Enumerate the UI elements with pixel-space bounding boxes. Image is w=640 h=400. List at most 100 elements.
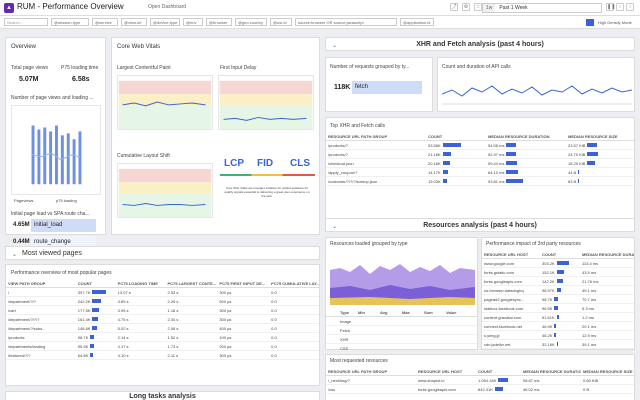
- bar: [442, 170, 448, 175]
- legend-row[interactable]: Image: [326, 317, 477, 326]
- high-density-toggle[interactable]: High Density Mode: [586, 19, 632, 26]
- table-row[interactable]: fonts.googleapis.com 142.2K 21.76 ms: [482, 277, 634, 286]
- col-duration[interactable]: MEDIAN RESOURCE DURATION: [523, 368, 581, 374]
- resources-area-chart[interactable]: [330, 250, 475, 305]
- most-viewed-section-header[interactable]: ⌄ Most viewed pages: [5, 246, 320, 260]
- collapse-icon[interactable]: ⌄: [332, 224, 338, 230]
- title-chevron-icon[interactable]: ⌄: [108, 4, 114, 10]
- star-icon[interactable]: ☆: [474, 3, 482, 11]
- cell-text: 64.8K: [77, 352, 89, 358]
- table-row[interactable]: /css fonts.googleapis.com 842.31K 46.02 ms 0…: [326, 385, 634, 394]
- cell: 3.95 s: [117, 307, 129, 313]
- cell: /featured/?/?: [8, 352, 31, 358]
- filter-env[interactable]: @env: [183, 18, 203, 26]
- cell: 1.52 s: [167, 334, 179, 340]
- open-dashboard-link[interactable]: Open Dashboard: [148, 4, 187, 10]
- col-count[interactable]: COUNT: [77, 280, 93, 286]
- table-row[interactable]: /customer/?/?/?/sumup.json 13.03K 93.81 ms…: [326, 177, 634, 186]
- route-change-tag[interactable]: route_change: [31, 236, 96, 249]
- table-row[interactable]: content.gravatar.com 51.61K 1.2 ms: [482, 313, 634, 322]
- col-path[interactable]: RESOURCE URL PATH GROUP: [328, 368, 388, 374]
- views-chart[interactable]: [11, 105, 101, 195]
- share-icon[interactable]: ⤴: [450, 3, 458, 11]
- col-cls[interactable]: PC75 CUMULATIVE LAY...: [271, 280, 319, 286]
- table-row[interactable]: /department/?/? 242.2K 3.65 s 2.26 s 500 µs 0…: [6, 297, 319, 306]
- legend-row[interactable]: Fetch: [326, 326, 477, 335]
- resources-by-type-panel: Resources loaded grouped by type Type Mi…: [325, 237, 478, 353]
- filter-service[interactable]: @service: [92, 18, 118, 26]
- filter-application-id[interactable]: @application.id: [400, 18, 434, 26]
- collapse-icon[interactable]: ⌄: [332, 43, 338, 49]
- table-row[interactable]: www.google.com 303.2K 113.4 ms: [482, 259, 634, 268]
- legend-row[interactable]: XHR: [326, 335, 477, 344]
- col-duration[interactable]: MEDIAN RESOURCE DURATION: [582, 251, 634, 257]
- col-size[interactable]: MEDIAN RESOURCE SIZE: [583, 368, 633, 374]
- table-row[interactable]: /_next/img/? www.shopist.io 1.054.18K 98.67…: [326, 376, 634, 385]
- settings-icon[interactable]: ⚙: [462, 3, 470, 11]
- table-row[interactable]: /featured/?/? 64.8K 4.10 s 2.11 s 300 µs 0.0: [6, 351, 319, 360]
- col-count[interactable]: COUNT: [428, 133, 443, 139]
- col-fid[interactable]: PC75 FIRST INPUT DE...: [219, 280, 266, 286]
- table-row[interactable]: s.yimg.jp 46.2K 12.9 ms: [482, 331, 634, 340]
- col-count[interactable]: COUNT: [478, 368, 493, 374]
- lcp-chart[interactable]: [117, 75, 213, 130]
- initial-load-tag[interactable]: initial_load: [31, 219, 96, 232]
- table-row[interactable]: cdn.jsdelivr.net 32.16K 39.1 ms: [482, 340, 634, 349]
- table-row[interactable]: /departments/landing 95.9K 4.17 s 1.73 s 200…: [6, 342, 319, 351]
- col-size[interactable]: MEDIAN RESOURCE SIZE: [568, 133, 618, 139]
- long-tasks-section-header[interactable]: Long tasks analysis: [5, 391, 320, 400]
- table-row[interactable]: /products/? 21.16K 52.97 ms 24.70 KiB: [326, 150, 634, 159]
- col-lcp[interactable]: PC75 LARGEST CONTE...: [167, 280, 217, 286]
- col-duration[interactable]: MEDIAN RESOURCE DURATION: [488, 133, 550, 139]
- xhr-section-header[interactable]: ⌄ XHR and Fetch analysis (past 4 hours): [325, 37, 635, 51]
- fetch-tag[interactable]: fetch: [352, 81, 422, 94]
- search-input[interactable]: Search...: [4, 18, 48, 26]
- col-loading[interactable]: PC75 LOADING TIME: [117, 280, 158, 286]
- table-row[interactable]: /apply_coupon/? 14.17K 64.10 ms 44 B: [326, 168, 634, 177]
- table-row[interactable]: / 397.7K 13.07 s 2.53 s 300 µs 0.0: [6, 288, 319, 297]
- cell: 46.2K: [540, 333, 580, 338]
- pause-icon[interactable]: ❚❚: [606, 3, 616, 11]
- filter-usr-id[interactable]: @usr.id: [270, 18, 292, 26]
- cell: 46.9K: [540, 324, 580, 329]
- filter-session-type[interactable]: @session.type: [51, 18, 89, 26]
- api-calls-chart[interactable]: [442, 74, 632, 108]
- resources-section-header[interactable]: ⌄ Resources analysis (past 4 hours): [325, 218, 635, 232]
- fid-chart[interactable]: [218, 75, 314, 130]
- col-count[interactable]: COUNT: [542, 251, 557, 257]
- cell: 64.8K: [76, 353, 116, 358]
- table-row[interactable]: fonts.gstatic.com 152.1K 43.5 ms: [482, 268, 634, 277]
- collapse-icon[interactable]: ⌄: [12, 252, 18, 258]
- table-row[interactable]: /products 98.7K 2.14 s 1.52 s 100 µs 0.0: [6, 333, 319, 342]
- table-row[interactable]: /cart 177.5K 3.95 s 1.18 s 300 µs 0.0: [6, 306, 319, 315]
- time-picker[interactable]: 1w Past 1 Week: [482, 3, 602, 13]
- legend-row[interactable]: CSS: [326, 344, 477, 353]
- col-host[interactable]: RESOURCE URL HOST: [484, 251, 529, 257]
- table-row[interactable]: staticxx.facebook.com 96.5K 5.3 ms: [482, 304, 634, 313]
- filter-geo-country[interactable]: @geo.country: [235, 18, 267, 26]
- table-row[interactable]: /products/? 53.56K 54.56 ms 23.57 KiB: [326, 141, 634, 150]
- forward-icon[interactable]: ›: [626, 3, 634, 11]
- table-row[interactable]: us-browser.datadoghq 98.97K 49.1 ms: [482, 286, 634, 295]
- overview-title: Overview: [11, 44, 37, 50]
- legend-label: Image: [340, 318, 352, 324]
- cls-chart[interactable]: [117, 163, 213, 218]
- xhr-section-title: XHR and Fetch analysis (past 4 hours): [416, 41, 544, 48]
- third-party-table: RESOURCE URL HOST COUNT MEDIAN RESOURCE …: [482, 250, 634, 349]
- col-view-path[interactable]: VIEW PATH GROUP: [8, 280, 46, 286]
- filter-device-type[interactable]: @device.type: [150, 18, 180, 26]
- table-row[interactable]: connect.facebook.net 46.9K 20.1 ms: [482, 322, 634, 331]
- top-xhr-panel: Top XHR and Fetch calls RESOURCE URL PAT…: [325, 117, 635, 227]
- cell: /department/?/?/?: [8, 316, 40, 322]
- table-row[interactable]: pagead2.googlesync... 98.7K 70.7 ms: [482, 295, 634, 304]
- filter-browser[interactable]: @browser: [206, 18, 232, 26]
- table-row[interactable]: /department/?/?/? 161.4K 4.75 s 2.34 s 300 µ…: [6, 315, 319, 324]
- table-row[interactable]: /department/?/subs... 148.6K 5.02 s 2.08 s 4…: [6, 324, 319, 333]
- col-host[interactable]: RESOURCE URL HOST: [418, 368, 463, 374]
- col-url[interactable]: RESOURCE URL PATH GROUP: [328, 133, 388, 139]
- back-icon[interactable]: ‹: [616, 3, 624, 11]
- legend-label: Fetch: [340, 327, 351, 333]
- filter-source[interactable]: source:browser OR source:javascript: [295, 18, 397, 26]
- filter-view-url[interactable]: @view.url: [121, 18, 147, 26]
- table-row[interactable]: /checkout.json 20.16K 59.44 ms 18.29 KiB: [326, 159, 634, 168]
